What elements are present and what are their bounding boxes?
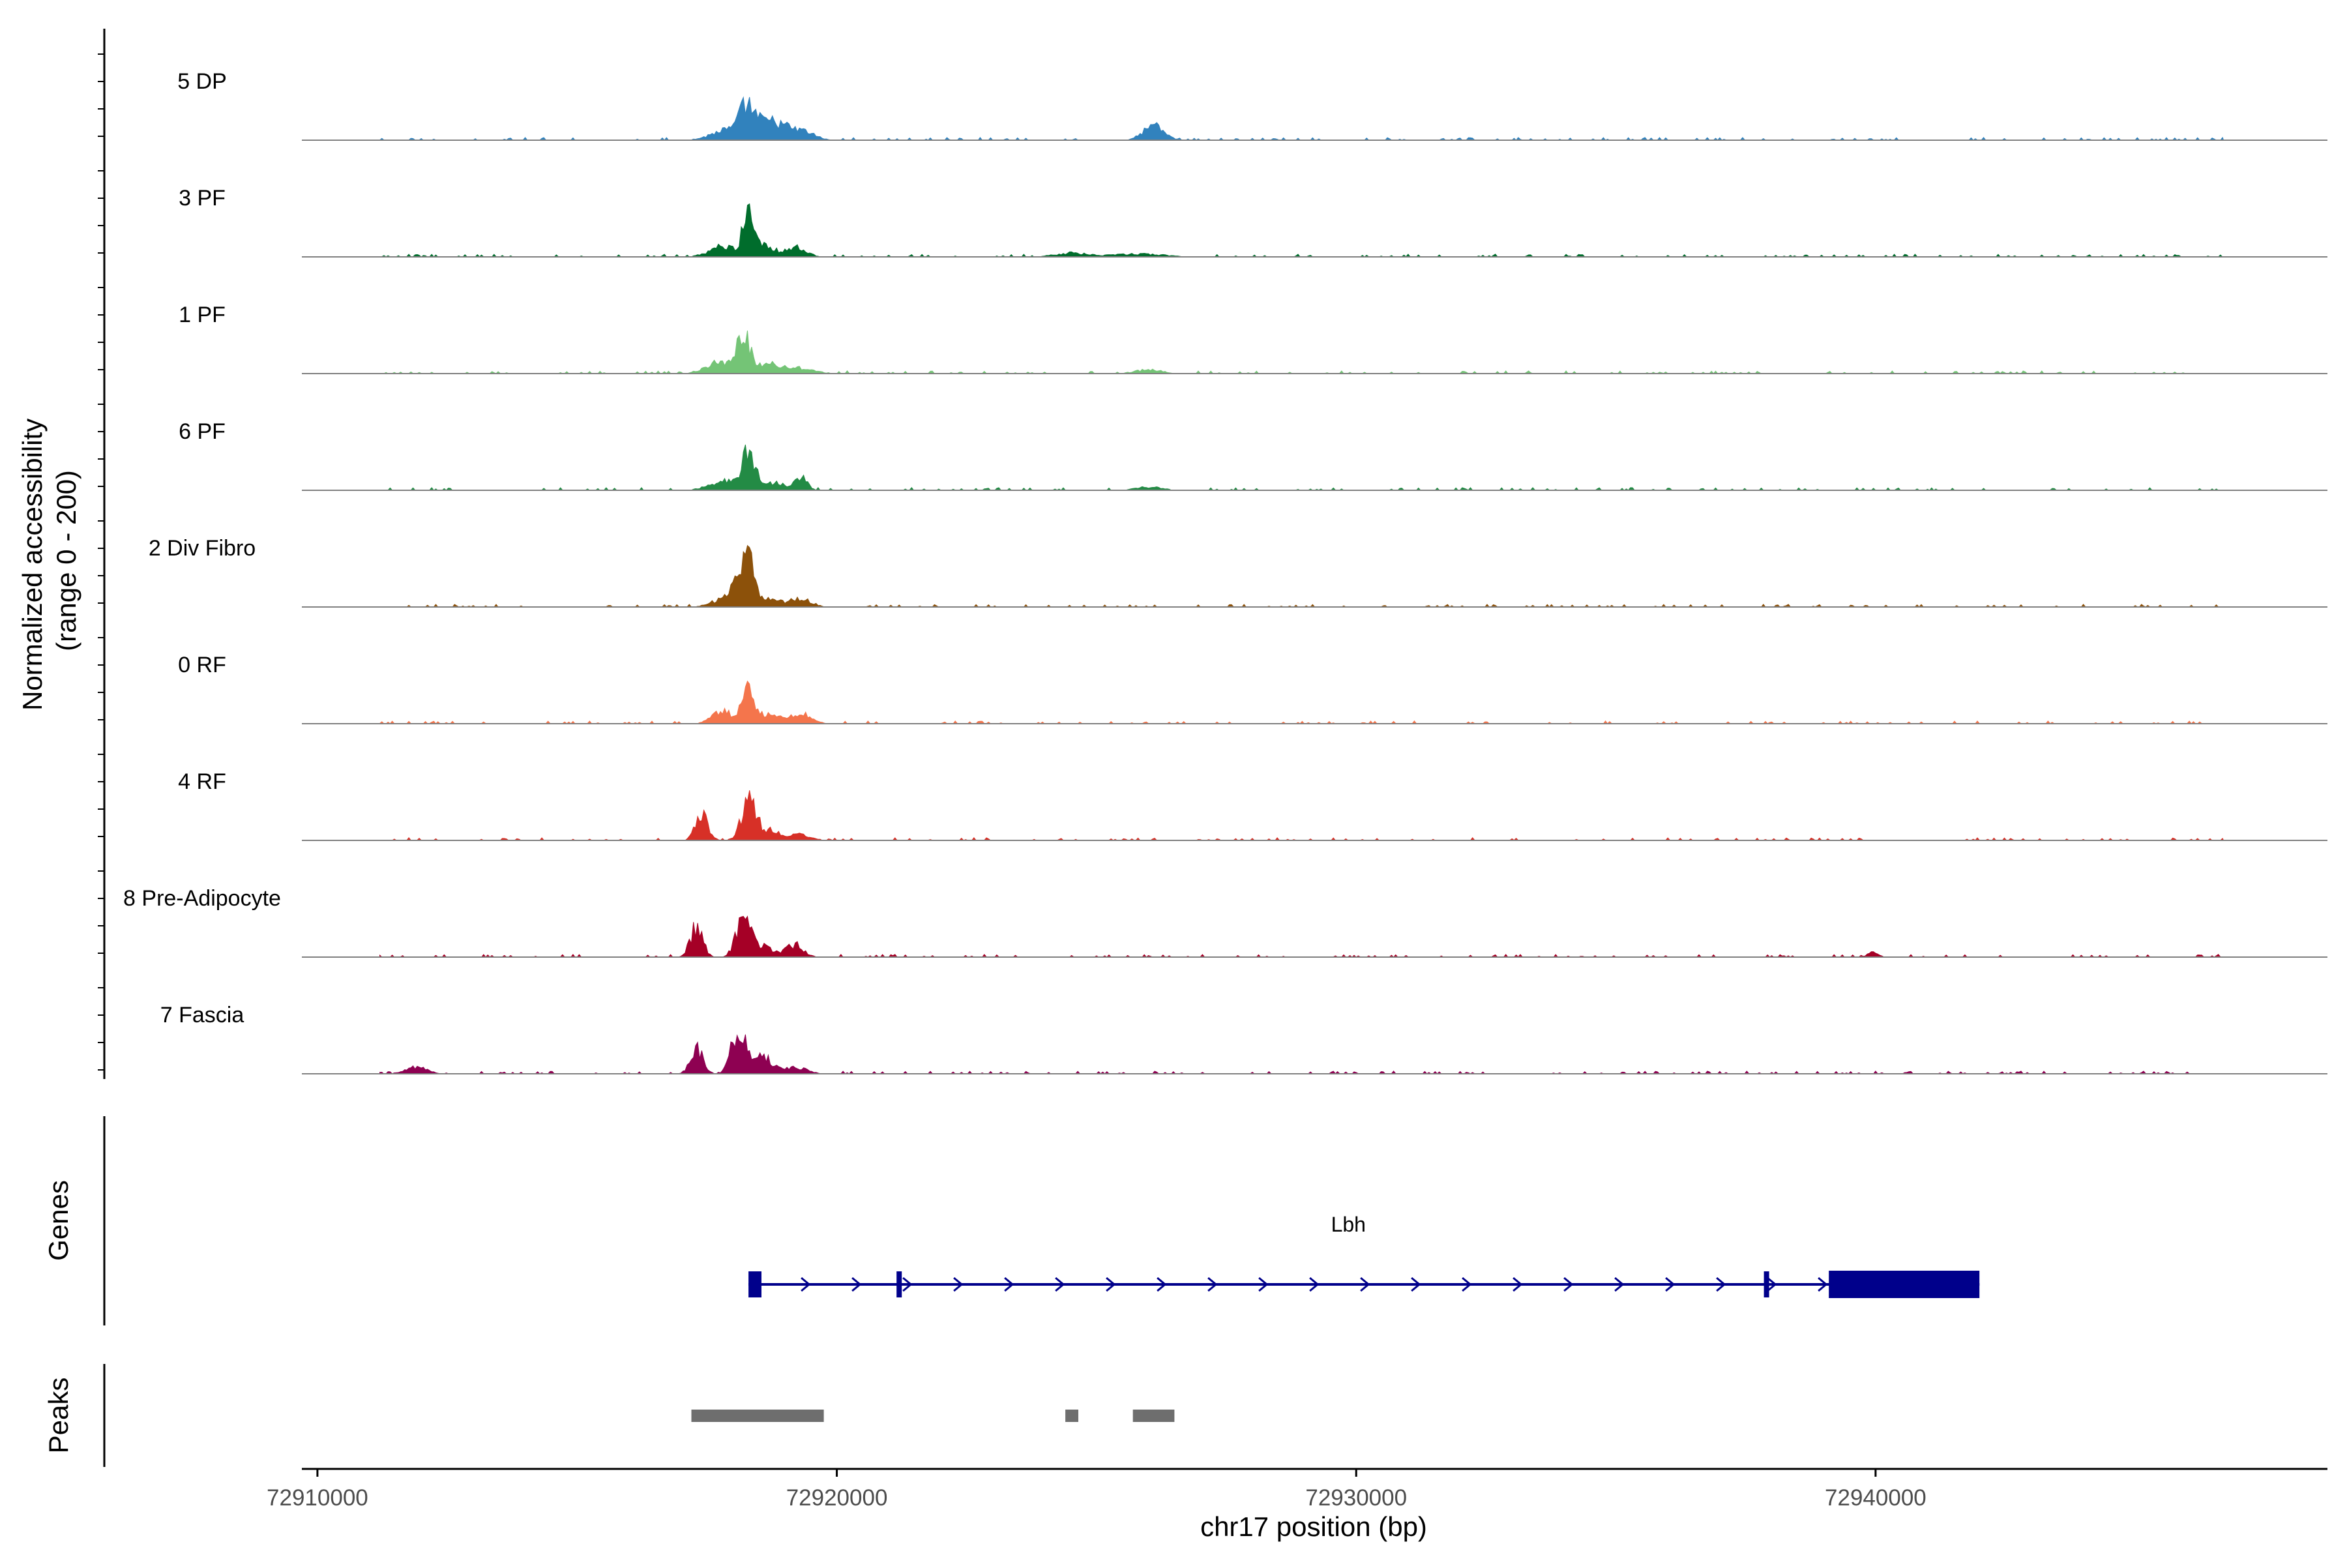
track-5: 2 Div Fibro bbox=[149, 536, 2327, 608]
x-tick-label: 72910000 bbox=[267, 1485, 368, 1511]
peak-regions bbox=[691, 1410, 1175, 1422]
strand-arrow bbox=[1207, 1277, 1218, 1292]
strand-arrow bbox=[1563, 1277, 1574, 1292]
x-axis-title: chr17 position (bp) bbox=[1200, 1511, 1427, 1542]
strand-arrow bbox=[1258, 1277, 1269, 1292]
peak-region-bar bbox=[691, 1410, 824, 1422]
peaks-panel-label: Peaks bbox=[43, 1378, 74, 1454]
track-label: 3 PF bbox=[179, 186, 226, 211]
gene-Lbh: Lbh bbox=[748, 1213, 1980, 1298]
strand-arrow bbox=[1106, 1277, 1116, 1292]
track-2: 3 PF bbox=[179, 186, 2327, 258]
track-label: 1 PF bbox=[179, 303, 226, 327]
x-tick-label: 72940000 bbox=[1825, 1485, 1926, 1511]
y-axis-title: Normalized accessibility (range 0 - 200) bbox=[17, 411, 81, 711]
y-axis-title-line-2: (range 0 - 200) bbox=[51, 470, 81, 651]
track-8: 8 Pre-Adipocyte bbox=[123, 886, 2327, 958]
x-tick-label: 72920000 bbox=[786, 1485, 888, 1511]
track-label: 7 Fascia bbox=[160, 1003, 244, 1028]
coverage-tracks: 5 DP 3 PF 1 PF 6 PF 2 Div Fibro 0 RF 4 RF 8 Pre… bbox=[123, 69, 2327, 1074]
strand-arrow bbox=[1716, 1277, 1726, 1292]
track-label: 2 Div Fibro bbox=[149, 536, 256, 561]
gene-exon bbox=[1764, 1271, 1769, 1297]
track-label: 4 RF bbox=[178, 769, 226, 794]
track-9: 7 Fascia bbox=[160, 1003, 2327, 1074]
coverage-y-ticks bbox=[98, 53, 104, 1071]
strand-arrow bbox=[1360, 1277, 1370, 1292]
peak-region-bar bbox=[1065, 1410, 1078, 1422]
track-3: 1 PF bbox=[179, 303, 2327, 374]
track-label: 8 Pre-Adipocyte bbox=[123, 886, 281, 911]
gene-annotation: Lbh bbox=[748, 1213, 1980, 1298]
track-6: 0 RF bbox=[178, 653, 2327, 724]
strand-arrow bbox=[1309, 1277, 1320, 1292]
track-4: 6 PF bbox=[179, 419, 2327, 491]
strand-arrow bbox=[801, 1277, 811, 1292]
strand-arrow bbox=[1767, 1277, 1777, 1292]
track-1: 5 DP bbox=[177, 69, 2327, 141]
strand-arrow bbox=[1665, 1277, 1675, 1292]
y-axis-title-line-1: Normalized accessibility bbox=[17, 419, 48, 711]
track-label: 5 DP bbox=[177, 69, 227, 94]
track-label: 0 RF bbox=[178, 653, 226, 677]
strand-arrow bbox=[1513, 1277, 1523, 1292]
x-tick-label: 72930000 bbox=[1305, 1485, 1407, 1511]
strand-arrow bbox=[851, 1277, 862, 1292]
strand-arrow bbox=[1462, 1277, 1472, 1292]
track-label: 6 PF bbox=[179, 419, 226, 444]
strand-arrow bbox=[953, 1277, 964, 1292]
strand-arrow bbox=[1818, 1277, 1828, 1292]
strand-arrow bbox=[1411, 1277, 1421, 1292]
strand-arrow bbox=[1004, 1277, 1014, 1292]
gene-exon bbox=[1829, 1271, 1980, 1298]
genes-panel-label: Genes bbox=[43, 1180, 74, 1261]
gene-exon bbox=[748, 1271, 761, 1297]
strand-arrow bbox=[902, 1277, 913, 1292]
gene-label: Lbh bbox=[1331, 1213, 1366, 1236]
strand-arrow bbox=[1614, 1277, 1625, 1292]
peak-region-bar bbox=[1132, 1410, 1175, 1422]
strand-arrow bbox=[1055, 1277, 1065, 1292]
gene-exon bbox=[896, 1271, 902, 1297]
x-axis-ticks: 72910000 72920000 72930000 72940000 bbox=[267, 1469, 1926, 1511]
strand-arrow bbox=[1157, 1277, 1167, 1292]
track-7: 4 RF bbox=[178, 769, 2327, 841]
